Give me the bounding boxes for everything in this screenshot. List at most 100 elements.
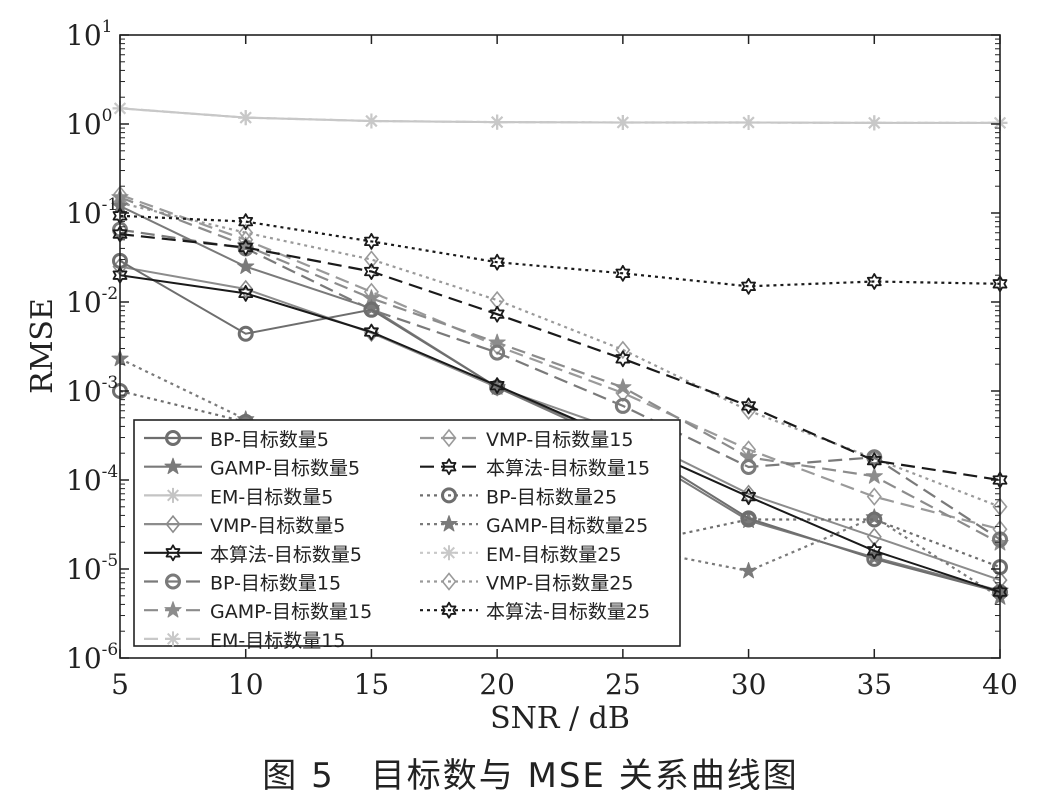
legend-item: BP-目标数量25 bbox=[420, 486, 617, 508]
legend-label: EM-目标数量5 bbox=[210, 486, 333, 508]
legend-item: VMP-目标数量5 bbox=[144, 514, 345, 537]
x-tick-label: 20 bbox=[479, 668, 515, 701]
data-point bbox=[238, 239, 254, 256]
legend-label: EM-目标数量15 bbox=[210, 630, 345, 652]
legend-marker bbox=[164, 601, 182, 618]
legend-label: VMP-目标数量15 bbox=[486, 429, 633, 451]
series-line bbox=[119, 193, 1001, 531]
legend-item: 本算法-目标数量5 bbox=[144, 544, 362, 566]
data-point bbox=[363, 301, 380, 318]
x-tick-label: 25 bbox=[605, 668, 641, 701]
legend-item: EM-目标数量15 bbox=[144, 630, 345, 652]
data-point bbox=[740, 458, 757, 475]
series-line bbox=[119, 233, 1001, 482]
data-point bbox=[489, 305, 505, 323]
legend-marker bbox=[441, 487, 457, 504]
x-axis-label: SNR / dB bbox=[490, 701, 630, 736]
legend-label: 本算法-目标数量15 bbox=[486, 458, 650, 480]
legend: BP-目标数量5 GAMP-目标数量5 EM-目标数量5 VMP-目标数量5 本算法-目… bbox=[133, 419, 681, 652]
legend-marker bbox=[441, 545, 457, 561]
legend-label: BP-目标数量5 bbox=[210, 429, 329, 451]
data-point bbox=[739, 561, 758, 579]
legend-item: GAMP-目标数量25 bbox=[420, 515, 648, 537]
data-point bbox=[615, 264, 631, 282]
y-tick-label: 10-3 bbox=[66, 373, 118, 408]
legend-marker bbox=[165, 430, 181, 446]
legend-marker bbox=[441, 428, 457, 448]
legend-item: GAMP-目标数量15 bbox=[144, 601, 372, 623]
legend-marker bbox=[165, 573, 181, 590]
series-line bbox=[119, 274, 1001, 594]
data-point bbox=[238, 279, 254, 299]
series-line bbox=[119, 228, 1001, 541]
legend-marker bbox=[440, 515, 458, 532]
data-point bbox=[614, 378, 632, 395]
series-13 bbox=[112, 100, 1008, 131]
y-tick-label: 10-6 bbox=[66, 640, 118, 675]
data-point bbox=[615, 114, 631, 130]
legend-marker bbox=[165, 487, 181, 503]
series-line bbox=[119, 107, 1000, 125]
legend-label: VMP-目标数量5 bbox=[210, 515, 345, 537]
legend-marker bbox=[164, 457, 182, 475]
plot-frame bbox=[119, 34, 1001, 659]
series-line bbox=[119, 107, 1000, 125]
data-point bbox=[741, 397, 756, 415]
data-point bbox=[741, 114, 757, 130]
data-point bbox=[489, 290, 505, 310]
data-point bbox=[489, 253, 505, 271]
legend-label: 本算法-目标数量25 bbox=[486, 601, 650, 623]
data-point bbox=[866, 550, 883, 567]
rmse-vs-snr-chart: 5 10 15 20 25 30 35 40 101 100 10-1 10-2 10-3 10-4 10-… bbox=[25, 17, 1018, 736]
legend-marker bbox=[165, 544, 181, 562]
data-point bbox=[740, 511, 757, 528]
legend-label: BP-目标数量25 bbox=[486, 486, 617, 508]
legend-item: 本算法-目标数量25 bbox=[420, 601, 650, 623]
data-point bbox=[364, 263, 379, 280]
data-point bbox=[237, 257, 255, 274]
x-tick-label: 5 bbox=[111, 668, 129, 701]
legend-item: EM-目标数量25 bbox=[420, 544, 621, 566]
legend-item: EM-目标数量5 bbox=[144, 486, 333, 508]
series-line bbox=[119, 201, 1001, 508]
data-point bbox=[741, 484, 757, 504]
legend-marker bbox=[441, 601, 457, 619]
series-line bbox=[119, 214, 1001, 288]
axes-layer: 5 10 15 20 25 30 35 40 101 100 10-1 10-2 10-3 10-4 10-… bbox=[66, 17, 1018, 701]
data-point bbox=[363, 113, 379, 129]
legend-item: 本算法-目标数量15 bbox=[420, 458, 650, 480]
data-point bbox=[489, 114, 505, 130]
data-point bbox=[489, 377, 505, 394]
data-point bbox=[363, 250, 379, 269]
series-line bbox=[119, 265, 1001, 582]
legend-label: EM-目标数量25 bbox=[486, 544, 621, 566]
legend-box bbox=[133, 419, 681, 647]
legend-marker bbox=[165, 631, 181, 647]
legend-item: BP-目标数量15 bbox=[144, 573, 341, 595]
legend-label: VMP-目标数量25 bbox=[486, 573, 633, 595]
data-point bbox=[238, 213, 254, 231]
x-tick-label: 35 bbox=[856, 668, 892, 701]
y-axis-label: RMSE bbox=[25, 298, 60, 394]
legend-label: BP-目标数量15 bbox=[210, 573, 341, 595]
y-tick-label: 10-2 bbox=[66, 284, 118, 319]
data-point bbox=[866, 487, 882, 506]
x-tick-label: 10 bbox=[228, 668, 264, 701]
series-10 bbox=[112, 225, 1008, 489]
legend-marker bbox=[441, 572, 457, 591]
y-tick-label: 10-4 bbox=[66, 462, 118, 497]
data-point bbox=[866, 511, 883, 528]
data-point bbox=[364, 232, 379, 250]
data-point bbox=[866, 115, 882, 131]
y-tick-label: 10-1 bbox=[66, 195, 118, 230]
legend-marker bbox=[441, 458, 457, 476]
legend-item: BP-目标数量5 bbox=[144, 429, 329, 451]
y-tick-label: 101 bbox=[66, 17, 112, 52]
data-point bbox=[237, 325, 254, 342]
x-tick-label: 30 bbox=[731, 668, 767, 701]
data-point bbox=[866, 452, 882, 470]
data-point bbox=[741, 277, 756, 295]
data-point bbox=[865, 467, 883, 484]
legend-label: GAMP-目标数量5 bbox=[210, 458, 360, 480]
data-point bbox=[615, 340, 631, 360]
